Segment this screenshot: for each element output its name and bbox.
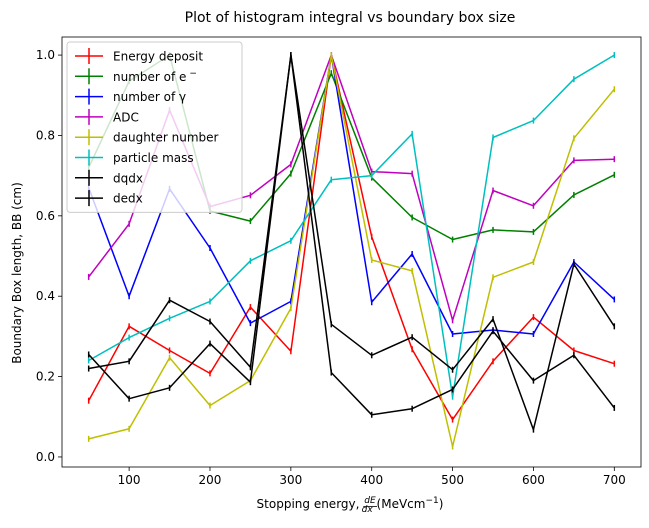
legend-item: Energy deposit [75, 48, 203, 64]
y-axis-label: Boundary Box length, BB (cm) [10, 182, 24, 364]
legend-item: particle mass [75, 149, 194, 166]
y-tick-label: 0.2 [36, 370, 55, 384]
y-tick-label: 0.6 [36, 209, 55, 223]
y-tick-label: 0.4 [36, 289, 55, 303]
series-line [88, 54, 615, 448]
series-line [88, 54, 615, 416]
series-line [88, 54, 615, 431]
y-tick-label: 0.8 [36, 128, 55, 142]
legend-label: dqdx [113, 171, 143, 185]
x-axis-label-unit: (MeVcm [377, 497, 426, 511]
series-7 [87, 52, 616, 418]
x-axis: 100 200 300 400 500 600 700 [118, 467, 626, 487]
legend-item: ADC [75, 108, 139, 125]
x-tick-label: 200 [199, 473, 222, 487]
x-tick-label: 300 [279, 473, 302, 487]
legend-item: number of γ [75, 88, 186, 105]
legend-item: number of e − [75, 68, 197, 85]
legend-item: dqdx [75, 169, 143, 186]
legend: Energy deposit number of e − number of γ ADC… [66, 41, 243, 213]
series-line [88, 54, 615, 398]
legend-label: number of γ [113, 90, 186, 104]
y-tick-label: 0.0 [36, 450, 55, 464]
series-4 [87, 52, 616, 450]
legend-label: dedx [113, 192, 143, 206]
x-axis-label-unit-sup: −1 [425, 496, 438, 506]
x-tick-label: 600 [522, 473, 545, 487]
x-tick-label: 400 [360, 473, 383, 487]
x-tick-label: 500 [441, 473, 464, 487]
series-6 [87, 52, 616, 433]
plot-frame [61, 36, 642, 468]
legend-label: particle mass [113, 151, 194, 165]
legend-label: daughter number [113, 131, 219, 145]
x-axis-label-prefix: Stopping energy, [257, 497, 364, 511]
x-axis-label-frac-num: dE [364, 496, 376, 506]
x-axis-label-unit-close: ) [439, 497, 444, 511]
legend-item: daughter number [75, 129, 219, 146]
legend-label: ADC [113, 110, 139, 124]
legend-label: number of e − [113, 69, 197, 84]
series-line [88, 54, 615, 421]
legend-label: Energy deposit [113, 50, 203, 64]
chart-title: Plot of histogram integral vs boundary b… [185, 10, 516, 26]
x-tick-label: 700 [603, 473, 626, 487]
x-tick-label: 100 [118, 473, 141, 487]
legend-item: dedx [75, 190, 143, 207]
legend-box [66, 41, 243, 213]
x-axis-label: Stopping energy, dE dx (MeVcm−1) [257, 496, 444, 515]
series-5 [87, 52, 616, 400]
y-axis: 0.0 0.2 0.4 0.6 0.8 1.0 [36, 48, 62, 464]
x-axis-label-frac-den: dx [362, 505, 374, 515]
y-tick-label: 1.0 [36, 48, 55, 62]
x-axis-label-frac: dE dx [362, 496, 376, 515]
